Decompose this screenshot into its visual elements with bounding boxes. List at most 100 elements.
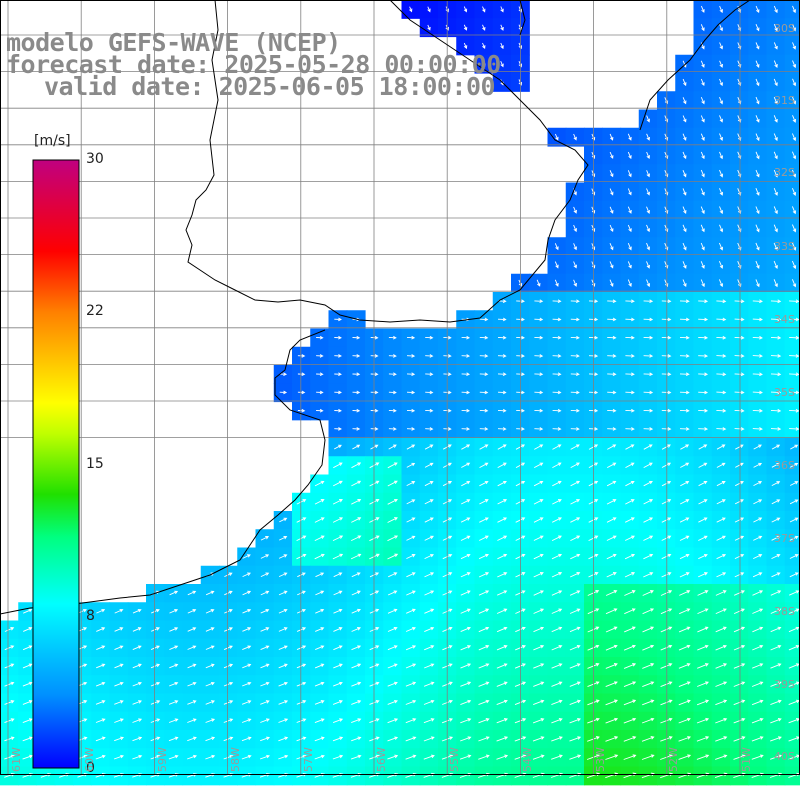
wind-arrow xyxy=(424,517,434,523)
wind-arrow xyxy=(789,390,800,395)
wind-cell xyxy=(784,255,800,275)
wind-arrow xyxy=(700,60,705,68)
wind-arrow xyxy=(478,553,489,560)
wind-arrow xyxy=(661,408,672,413)
wind-arrow xyxy=(387,736,399,742)
wind-arrow xyxy=(771,572,781,578)
wind-arrow xyxy=(588,535,599,542)
wind-arrow xyxy=(605,754,619,760)
wind-arrow xyxy=(334,427,342,431)
wind-arrow xyxy=(791,242,797,251)
wind-arrow xyxy=(423,699,435,705)
wind-arrow xyxy=(482,61,486,68)
wind-arrow xyxy=(773,60,778,68)
wind-arrow xyxy=(679,390,690,395)
wind-arrow xyxy=(114,700,124,705)
wind-arrow xyxy=(332,553,344,560)
wind-arrow xyxy=(22,645,33,651)
wind-arrow xyxy=(479,480,489,487)
wind-arrow xyxy=(696,754,710,760)
lon-label-55w: 55W xyxy=(448,747,461,772)
wind-arrow xyxy=(223,681,234,687)
wind-arrow xyxy=(570,317,580,322)
wind-arrow xyxy=(388,354,397,358)
wind-arrow xyxy=(314,700,325,705)
wind-arrow xyxy=(551,535,562,542)
wind-arrow xyxy=(406,372,416,377)
wind-arrow xyxy=(534,372,544,377)
wind-arrow xyxy=(605,608,618,615)
wind-arrow xyxy=(753,462,763,468)
wind-arrow xyxy=(570,499,581,505)
wind-arrow xyxy=(405,736,417,742)
wind-arrow xyxy=(387,663,398,669)
wind-arrow xyxy=(770,372,782,377)
wind-arrow xyxy=(187,663,197,669)
wind-arrow xyxy=(332,499,343,505)
wind-arrow xyxy=(715,736,728,742)
wind-arrow xyxy=(752,390,763,395)
wind-arrow xyxy=(224,627,233,632)
wind-arrow xyxy=(132,736,143,742)
wind-arrow xyxy=(660,736,673,742)
wind-arrow xyxy=(351,499,362,505)
wind-arrow xyxy=(719,42,723,50)
wind-arrow xyxy=(241,700,252,705)
wind-arrow xyxy=(552,372,562,377)
wind-arrow xyxy=(679,317,690,322)
wind-arrow xyxy=(678,699,691,706)
wind-arrow xyxy=(606,535,617,541)
wind-arrow xyxy=(95,681,106,687)
wind-arrow xyxy=(716,335,727,340)
wind-arrow xyxy=(223,718,234,723)
wind-arrow xyxy=(478,626,490,633)
wind-arrow xyxy=(132,700,142,705)
wind-arrow xyxy=(169,627,179,632)
wind-arrow xyxy=(334,372,342,377)
wind-arrow xyxy=(4,718,15,724)
wind-arrow xyxy=(625,480,635,487)
wind-arrow xyxy=(642,681,655,688)
wind-arrow xyxy=(387,754,399,760)
wind-arrow xyxy=(333,462,343,469)
coastline-upper-path xyxy=(519,0,526,36)
wind-arrow xyxy=(96,627,106,632)
wind-arrow xyxy=(773,133,778,142)
wind-arrow xyxy=(479,390,489,395)
wind-arrow xyxy=(734,390,745,395)
wind-arrow xyxy=(223,736,234,742)
wind-arrow xyxy=(700,169,705,178)
colorbar-tick-22: 22 xyxy=(86,303,104,319)
wind-arrow xyxy=(23,627,33,632)
wind-arrow xyxy=(533,462,544,468)
wind-arrow xyxy=(187,627,197,632)
wind-arrow xyxy=(591,279,596,287)
wind-arrow xyxy=(788,663,800,669)
wind-arrow xyxy=(700,151,705,160)
wind-arrow xyxy=(95,736,106,742)
wind-arrow xyxy=(424,535,434,541)
wind-arrow xyxy=(734,590,745,596)
wind-arrow xyxy=(388,444,397,450)
wind-arrow xyxy=(682,78,687,87)
wind-arrow xyxy=(552,354,562,358)
wind-arrow xyxy=(679,517,690,523)
wind-arrow xyxy=(625,299,635,304)
wind-arrow xyxy=(716,317,727,322)
wind-arrow xyxy=(661,535,672,541)
wind-arrow xyxy=(661,444,671,450)
wind-arrow xyxy=(752,317,763,322)
wind-arrow xyxy=(643,427,654,431)
wind-arrow xyxy=(698,481,708,487)
wind-arrow xyxy=(643,372,654,377)
colorbar-tick-8: 8 xyxy=(86,608,95,624)
wind-arrow xyxy=(150,754,161,760)
wind-arrow xyxy=(696,699,710,706)
wind-arrow xyxy=(591,261,596,269)
wind-arrow xyxy=(770,608,782,614)
wind-arrow xyxy=(682,97,687,105)
wind-arrow xyxy=(682,279,687,288)
wind-arrow xyxy=(278,700,289,705)
wind-arrow xyxy=(624,553,636,560)
wind-arrow xyxy=(773,78,778,87)
